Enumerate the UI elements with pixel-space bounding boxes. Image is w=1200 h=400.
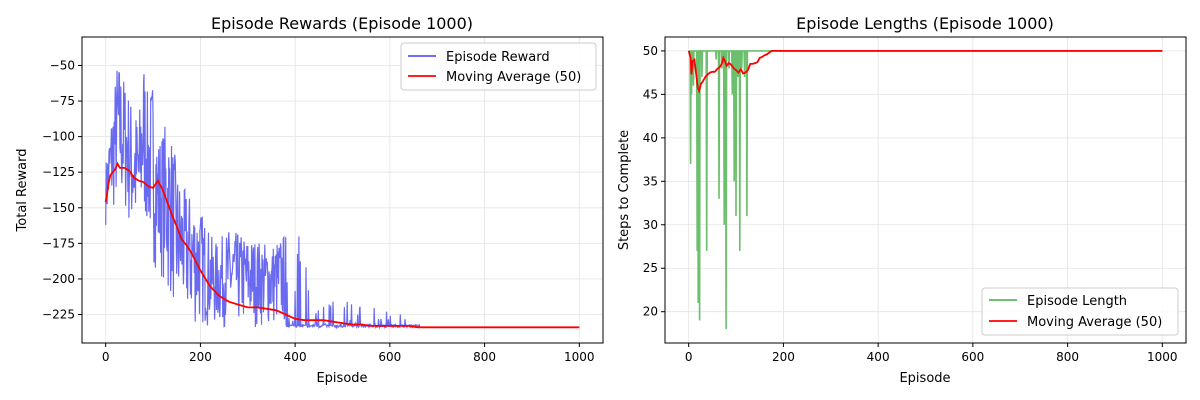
lengths-chart-title: Episode Lengths (Episode 1000) xyxy=(796,14,1054,33)
x-tick-label: 200 xyxy=(772,350,795,364)
y-tick-label: −100 xyxy=(42,130,75,144)
x-tick-label: 600 xyxy=(961,350,984,364)
rewards-ticks: 0 200 400 600 800 1000 −225 −200 −175 −150 −125 −10… xyxy=(42,58,595,364)
x-tick-label: 1000 xyxy=(564,350,595,364)
y-tick-label: 30 xyxy=(643,218,658,232)
lengths-plot-frame xyxy=(664,36,1187,344)
x-tick-label: 0 xyxy=(685,350,693,364)
y-tick-label: −125 xyxy=(42,165,75,179)
lengths-moving-average-line xyxy=(687,50,1163,94)
x-tick-label: 0 xyxy=(102,350,110,364)
episode-length-trace xyxy=(688,50,1163,330)
y-tick-label: −200 xyxy=(42,272,75,286)
rewards-legend-label-episode-reward: Episode Reward xyxy=(446,50,550,65)
y-tick-label: −175 xyxy=(42,236,75,250)
rewards-x-axis-label: Episode xyxy=(316,371,367,386)
lengths-legend-label-episode-length: Episode Length xyxy=(1027,294,1127,309)
x-tick-label: 800 xyxy=(473,350,496,364)
rewards-legend: Episode Reward Moving Average (50) xyxy=(400,42,597,91)
x-tick-label: 400 xyxy=(284,350,307,364)
y-tick-label: −225 xyxy=(42,308,75,322)
lengths-legend-box xyxy=(981,287,1179,336)
y-tick-label: 25 xyxy=(643,261,658,275)
lengths-legend: Episode Length Moving Average (50) xyxy=(981,287,1179,336)
y-tick-label: 35 xyxy=(643,174,658,188)
episode-reward-trace xyxy=(105,70,580,330)
rewards-y-axis-label: Total Reward xyxy=(15,149,30,233)
x-tick-label: 800 xyxy=(1056,350,1079,364)
rewards-legend-box xyxy=(400,42,597,91)
y-tick-label: 45 xyxy=(643,87,658,101)
lengths-chart: Episode Lengths (Episode 1000) 0 200 400 60… xyxy=(617,14,1187,386)
y-tick-label: −50 xyxy=(50,58,75,72)
lengths-legend-label-moving-average: Moving Average (50) xyxy=(1027,315,1162,330)
rewards-legend-label-moving-average: Moving Average (50) xyxy=(446,70,581,85)
y-tick-label: 40 xyxy=(643,131,658,145)
x-tick-label: 400 xyxy=(867,350,890,364)
episode-length-line xyxy=(688,50,1163,330)
lengths-ticks: 0 200 400 600 800 1000 20 25 30 35 40 45 50 xyxy=(643,44,1178,364)
episode-reward-line xyxy=(105,70,580,330)
rewards-moving-average-line xyxy=(104,161,580,329)
rewards-plot-frame xyxy=(81,36,604,344)
y-tick-label: −75 xyxy=(50,94,75,108)
x-tick-label: 1000 xyxy=(1147,350,1178,364)
y-tick-label: −150 xyxy=(42,201,75,215)
x-tick-label: 600 xyxy=(378,350,401,364)
y-tick-label: 20 xyxy=(643,305,658,319)
rewards-chart: Episode Rewards (Episode 1000) 0 200 400 60… xyxy=(15,14,604,386)
lengths-x-axis-label: Episode xyxy=(899,371,950,386)
rewards-chart-title: Episode Rewards (Episode 1000) xyxy=(211,14,473,33)
y-tick-label: 50 xyxy=(643,44,658,58)
x-tick-label: 200 xyxy=(189,350,212,364)
lengths-y-axis-label: Steps to Complete xyxy=(617,130,632,250)
